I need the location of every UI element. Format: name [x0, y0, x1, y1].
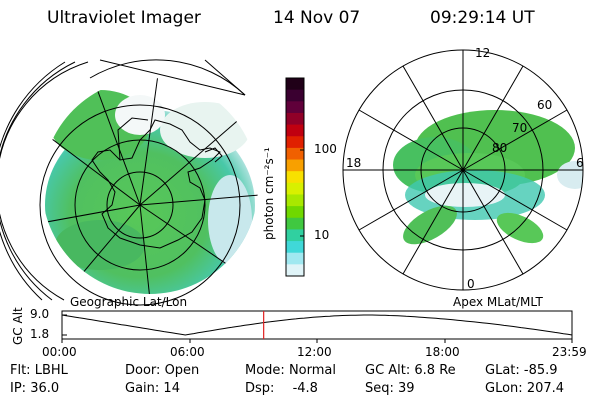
apex-mlat-mlt-map: [342, 49, 584, 291]
colorbar-unit-label: photon cm⁻²s⁻¹: [262, 147, 276, 240]
colorbar-segment: [286, 252, 304, 265]
altitude-timeline: [61, 310, 573, 343]
timeline-axis-label: GC Alt: [11, 307, 25, 345]
timeline-ytick-high: 9.0: [30, 307, 50, 321]
colorbar-segment: [286, 241, 304, 254]
timeline-xtick-2: 12:00: [297, 345, 332, 359]
apex-caption: Apex MLat/MLT: [453, 295, 543, 309]
colorbar: [286, 78, 304, 277]
colorbar-segment: [286, 147, 304, 161]
colorbar-tick-100: 100: [314, 142, 337, 156]
colorbar-tick-10: 10: [314, 228, 330, 242]
date-label: 14 Nov 07: [273, 8, 361, 28]
colorbar-segment: [286, 89, 304, 102]
colorbar-segment: [286, 264, 304, 277]
mlt-label-12: 12: [475, 46, 491, 60]
geographic-map: [0, 59, 258, 306]
colorbar-segment: [286, 229, 304, 242]
footer-glon: GLon: 207.4: [485, 381, 565, 396]
footer-gc-alt: GC Alt: 6.8 Re: [365, 363, 456, 378]
timeline-xtick-4: 23:59: [552, 345, 587, 359]
time-label: 09:29:14 UT: [430, 8, 535, 28]
colorbar-segment: [286, 101, 304, 114]
geographic-caption: Geographic Lat/Lon: [70, 295, 188, 309]
footer-door: Door: Open: [125, 363, 200, 378]
auroral-image-left: [42, 78, 258, 294]
timeline-xtick-1: 06:00: [170, 345, 205, 359]
timeline-xtick-3: 18:00: [425, 345, 460, 359]
footer-gain: Gain: 14: [125, 381, 180, 396]
colorbar-segment: [286, 206, 304, 219]
footer-glat: GLat: -85.9: [485, 363, 558, 378]
footer-ip: IP: 36.0: [10, 381, 60, 396]
colorbar-segment: [286, 171, 304, 184]
timeline-ytick-low: 1.8: [30, 327, 50, 341]
colorbar-segment: [286, 194, 304, 207]
footer-dsp: Dsp: -4.8: [245, 381, 318, 396]
mlat-label-80: 80: [492, 141, 508, 155]
colorbar-segment: [286, 78, 304, 91]
altitude-curve: [61, 314, 573, 336]
mlat-label-60: 60: [537, 98, 553, 112]
footer-flt: Flt: LBHL: [10, 363, 68, 378]
footer-mode: Mode: Normal: [245, 363, 336, 378]
colorbar-segment: [286, 136, 304, 149]
colorbar-segment: [286, 182, 304, 195]
mlt-label-6: 6: [576, 156, 584, 170]
timeline-xtick-0: 00:00: [42, 345, 77, 359]
mlt-label-18: 18: [346, 156, 362, 170]
colorbar-segment: [286, 217, 304, 230]
colorbar-segment: [286, 159, 304, 172]
mlat-label-70: 70: [512, 121, 528, 135]
colorbar-segment: [286, 124, 304, 137]
mlt-label-0: 0: [467, 277, 475, 291]
footer-seq: Seq: 39: [365, 381, 415, 396]
colorbar-segment: [286, 112, 304, 126]
instrument-title: Ultraviolet Imager: [47, 8, 201, 28]
